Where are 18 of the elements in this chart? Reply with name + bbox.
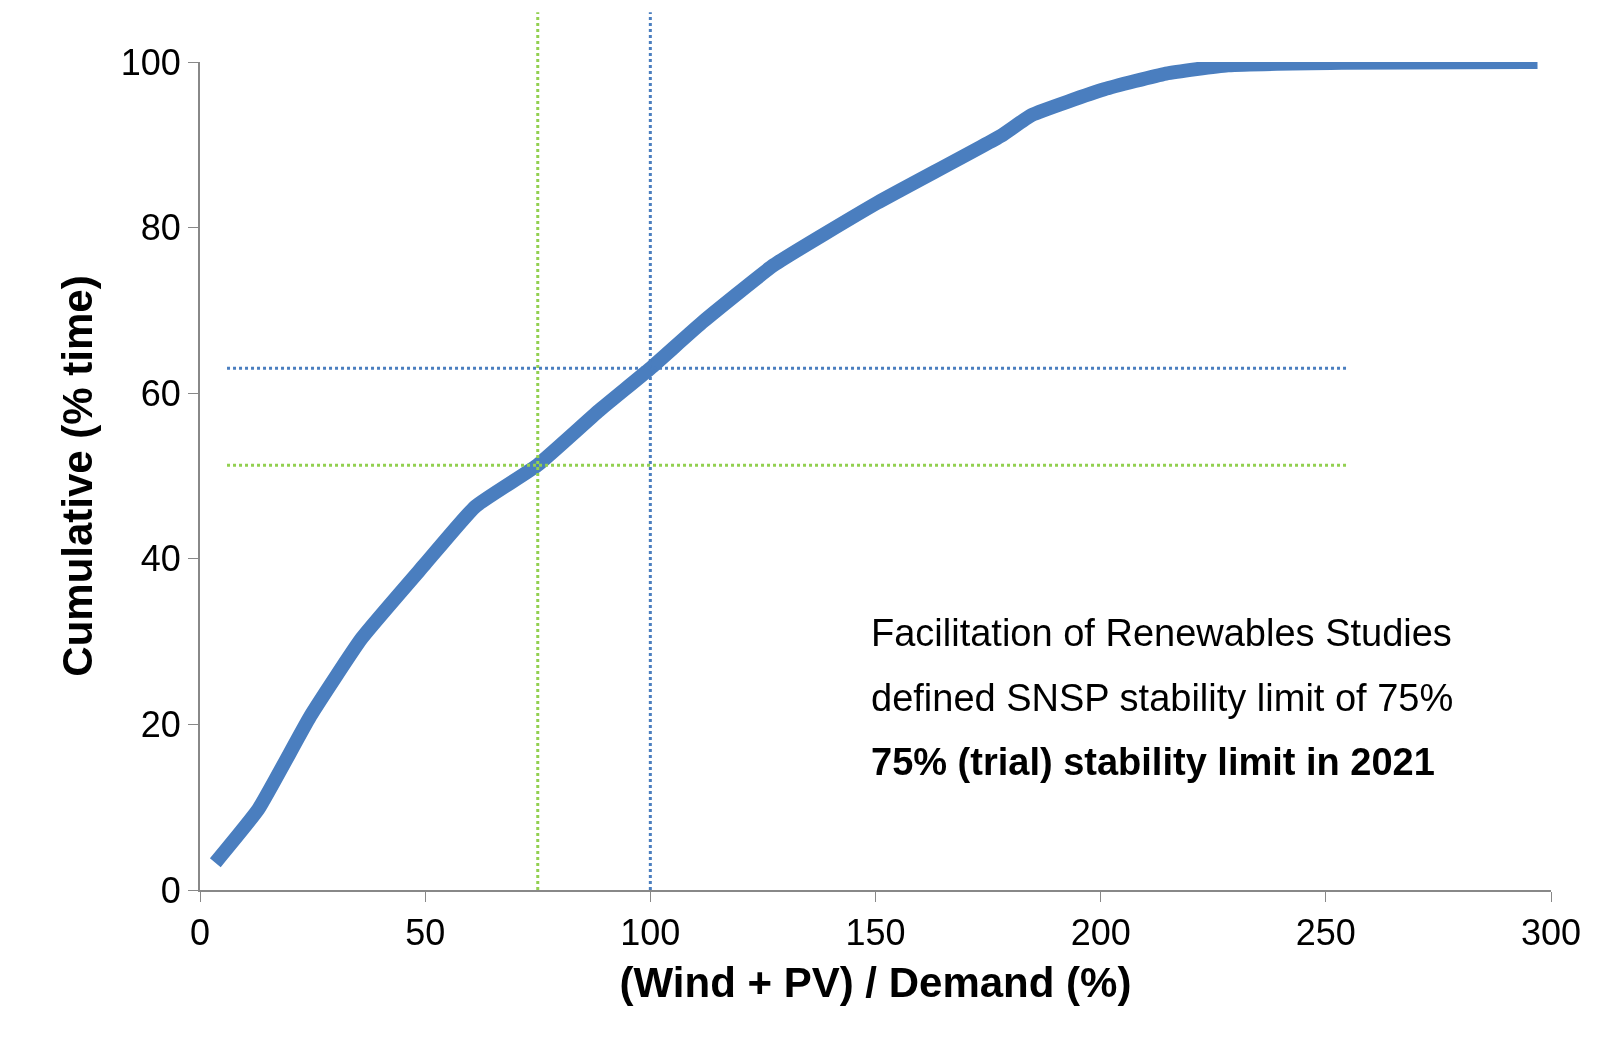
y-tick-label: 20 bbox=[140, 704, 181, 745]
y-tick-label: 100 bbox=[120, 41, 181, 83]
annotation: 75% (trial) stability limit in 2021 bbox=[871, 741, 1435, 783]
y-axis-title: Cumulative (% time) bbox=[54, 275, 102, 677]
x-tick-label: 50 bbox=[405, 912, 446, 954]
annotation: defined SNSP stability limit of 75% bbox=[871, 677, 1454, 719]
x-tick-label: 300 bbox=[1520, 912, 1582, 954]
x-tick-label: 100 bbox=[620, 912, 681, 954]
x-tick-label: 150 bbox=[845, 912, 906, 954]
y-tick-label: 60 bbox=[140, 372, 181, 414]
x-tick-label: 200 bbox=[1070, 912, 1131, 954]
y-tick-label: 80 bbox=[140, 207, 181, 249]
x-tick-label: 0 bbox=[189, 912, 211, 954]
x-axis-title: (Wind + PV) / Demand (%) bbox=[619, 958, 1132, 1006]
x-tick-label: 250 bbox=[1295, 912, 1356, 954]
annotation: Facilitation of Renewables Studies bbox=[871, 612, 1452, 654]
y-tick-label: 40 bbox=[140, 538, 181, 580]
y-tick-label: 0 bbox=[160, 869, 181, 911]
